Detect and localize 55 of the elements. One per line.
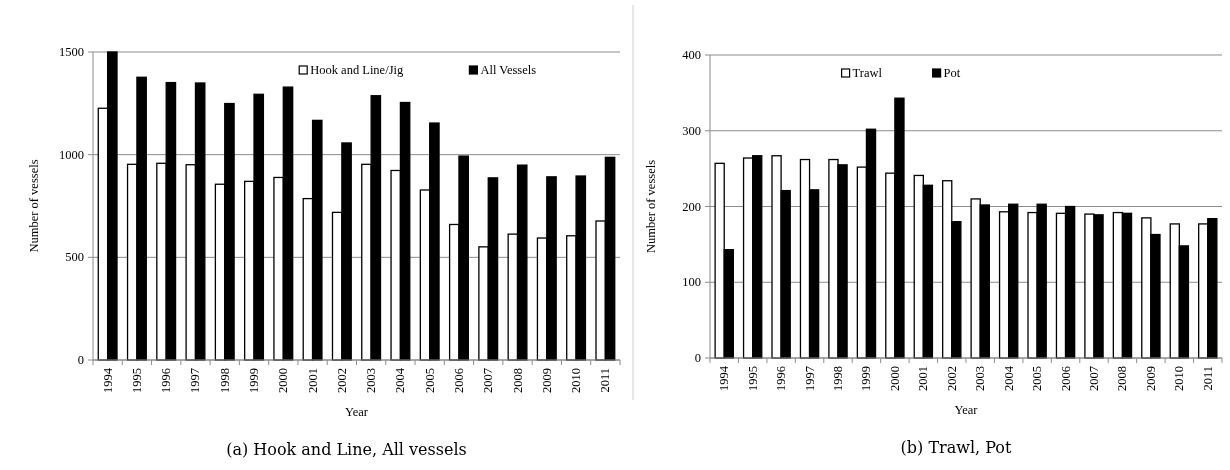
x-tick-label: 2010 — [1172, 366, 1187, 391]
x-axis-title: Year — [344, 405, 369, 419]
x-tick-label: 2007 — [481, 368, 496, 393]
x-tick-label: 1996 — [774, 366, 789, 391]
x-tick-label: 1995 — [129, 368, 144, 393]
x-tick-label: 1997 — [188, 368, 203, 393]
x-tick-label: 2005 — [1030, 366, 1045, 391]
x-tick-label: 2002 — [944, 366, 959, 391]
legend-label: Trawl — [852, 66, 883, 80]
y-tick-label: 100 — [682, 275, 701, 290]
x-tick-label: 2001 — [916, 366, 931, 391]
text: (a) Hook and Line, All vessels — [226, 440, 467, 459]
x-tick-label: 1998 — [217, 368, 232, 393]
x-tick-label: 2003 — [364, 368, 379, 393]
y-tick-label: 0 — [694, 351, 701, 365]
y-tick-label: 0 — [77, 353, 84, 367]
x-tick-label: 2009 — [1143, 366, 1158, 391]
legend-label: Pot — [943, 66, 961, 80]
x-tick-label: 1994 — [100, 367, 115, 393]
x-tick-label: 1999 — [247, 368, 262, 393]
x-tick-label: 2000 — [887, 366, 902, 391]
x-tick-label: 2001 — [305, 368, 320, 393]
x-tick-label: 2011 — [1200, 366, 1215, 391]
x-tick-label: 2003 — [973, 366, 988, 391]
x-tick-label: 2000 — [276, 368, 291, 393]
x-tick-label: 1997 — [802, 366, 817, 391]
y-axis-title: Number of vessels — [27, 159, 41, 253]
x-tick-label: 2004 — [1001, 365, 1016, 391]
x-tick-label: 2007 — [1087, 366, 1101, 391]
x-tick-label: 2008 — [510, 368, 525, 393]
x-tick-label: 1998 — [831, 366, 845, 391]
x-tick-label: 1999 — [859, 366, 874, 391]
x-tick-label: 1996 — [159, 368, 174, 393]
y-tick-label: 500 — [65, 250, 84, 265]
text: (b) Trawl, Pot — [900, 438, 1012, 457]
x-tick-label: 2011 — [598, 368, 613, 393]
x-tick-label: 2006 — [1058, 366, 1073, 391]
x-tick-label: 1994 — [717, 365, 732, 391]
legend-label: All Vessels — [480, 63, 537, 77]
x-tick-label: 2002 — [334, 368, 349, 393]
x-tick-label: 2004 — [393, 367, 408, 393]
x-tick-label: 2010 — [569, 368, 584, 393]
legend-label: Hook and Line/Jig — [310, 63, 404, 77]
y-tick-label: 1500 — [59, 45, 84, 59]
x-tick-label: 2005 — [422, 368, 437, 393]
x-tick-label: 2006 — [451, 368, 466, 393]
x-tick-label: 2009 — [539, 368, 554, 393]
y-tick-label: 200 — [682, 199, 701, 214]
x-tick-label: 1995 — [745, 366, 760, 391]
y-tick-label: 400 — [682, 48, 701, 62]
y-tick-label: 300 — [682, 123, 701, 138]
x-axis-title: Year — [954, 403, 979, 417]
x-tick-label: 2008 — [1115, 366, 1130, 391]
y-axis-title: Number of vessels — [644, 159, 658, 254]
y-tick-label: 1000 — [59, 147, 84, 162]
